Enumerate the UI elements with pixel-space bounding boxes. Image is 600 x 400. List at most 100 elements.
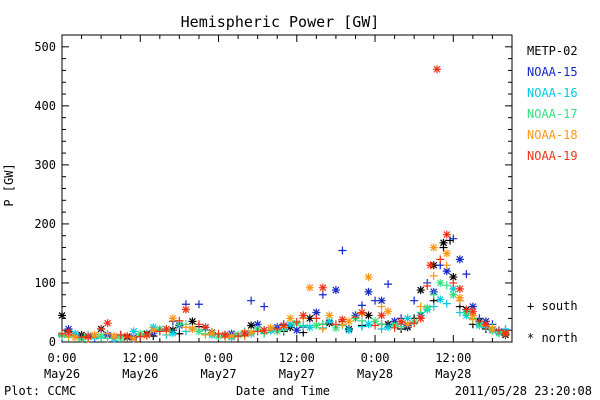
north-point [305, 314, 314, 323]
south-point [194, 320, 203, 329]
south-point [103, 329, 112, 338]
north-point [110, 332, 119, 341]
north-point [201, 323, 210, 332]
plot-frame [61, 34, 513, 343]
plot-credit: Plot: CCMC [4, 384, 76, 398]
x-tick-time-label: 12:00 [435, 351, 471, 365]
y-tick-label: 0 [49, 335, 56, 349]
south-point [253, 327, 262, 336]
north-point [292, 326, 301, 335]
north-point [439, 238, 448, 247]
y-tick-label: 300 [34, 158, 56, 172]
south-point [260, 302, 269, 311]
north-point [455, 293, 464, 302]
south-point [371, 321, 380, 330]
north-point [426, 261, 435, 270]
symbol-legend: + south * north [527, 299, 578, 345]
south-point [377, 320, 386, 329]
south-point [377, 302, 386, 311]
south-point [429, 302, 438, 311]
south-point [175, 316, 184, 325]
x-tick-time-label: 12:00 [122, 351, 158, 365]
x-tick-date-label: May26 [44, 367, 80, 381]
south-point [136, 332, 145, 341]
north-point [312, 321, 321, 330]
north-point [97, 332, 106, 341]
south-point [423, 281, 432, 290]
north-point [455, 255, 464, 264]
north-point [364, 320, 373, 329]
north-point [442, 230, 451, 239]
south-point [462, 305, 471, 314]
north-symbol-label: * north [527, 331, 578, 345]
north-point [247, 328, 256, 337]
north-point [481, 320, 490, 329]
y-axis-label: P [GW] [2, 163, 16, 206]
south-point [234, 332, 243, 341]
north-point [90, 330, 99, 339]
north-point [344, 326, 353, 335]
north-point [286, 314, 295, 323]
north-point [325, 317, 334, 326]
south-point [494, 326, 503, 335]
north-point [162, 325, 171, 334]
x-tick-date-label: May28 [357, 367, 393, 381]
north-point [423, 303, 432, 312]
legend-entry: NOAA-18 [527, 128, 578, 142]
north-point [442, 249, 451, 258]
north-point [260, 326, 269, 335]
legend-entry: NOAA-19 [527, 149, 578, 163]
north-point [384, 307, 393, 316]
north-point [468, 307, 477, 316]
north-point [279, 321, 288, 330]
north-point [449, 284, 458, 293]
south-point [299, 322, 308, 331]
south-point [442, 281, 451, 290]
north-point [429, 243, 438, 252]
north-point [318, 283, 327, 292]
north-point [433, 65, 441, 74]
south-symbol-label: + south [527, 299, 578, 313]
north-point [416, 314, 425, 323]
legend-entry: NOAA-15 [527, 65, 578, 79]
north-point [194, 327, 203, 336]
north-point [103, 319, 112, 328]
north-point [364, 287, 373, 296]
x-tick-time-label: 12:00 [279, 351, 315, 365]
south-point [410, 296, 419, 305]
y-tick-label: 400 [34, 99, 56, 113]
south-point [410, 319, 419, 328]
south-point [318, 290, 327, 299]
south-point [273, 325, 282, 334]
north-point [325, 311, 334, 320]
south-point [475, 317, 484, 326]
y-tick-label: 100 [34, 276, 56, 290]
south-point [155, 327, 164, 336]
legend: METP-02 NOAA-15 NOAA-16 NOAA-17 NOAA-18 NOAA-… [527, 44, 578, 163]
x-tick-time-label: 0:00 [48, 351, 77, 365]
north-point [312, 308, 321, 317]
south-point [181, 323, 190, 332]
south-point [214, 329, 223, 338]
x-tick-date-label: May27 [200, 367, 236, 381]
south-point [429, 290, 438, 299]
south-point [436, 255, 445, 264]
south-point [292, 317, 301, 326]
timestamp: 2011/05/28 23:20:08 [455, 384, 592, 398]
south-point [331, 320, 340, 329]
legend-entry: NOAA-17 [527, 107, 578, 121]
legend-entry: METP-02 [527, 44, 578, 58]
north-point [253, 320, 262, 329]
south-point [318, 325, 327, 334]
north-point [181, 305, 190, 314]
north-point [501, 329, 510, 338]
legend-entry: NOAA-16 [527, 86, 578, 100]
south-point [194, 300, 203, 309]
south-point [338, 246, 347, 255]
north-point [129, 327, 138, 336]
south-point [384, 280, 393, 289]
north-point [168, 329, 177, 338]
north-point [436, 278, 445, 287]
north-point [364, 273, 373, 282]
north-point [168, 314, 177, 323]
